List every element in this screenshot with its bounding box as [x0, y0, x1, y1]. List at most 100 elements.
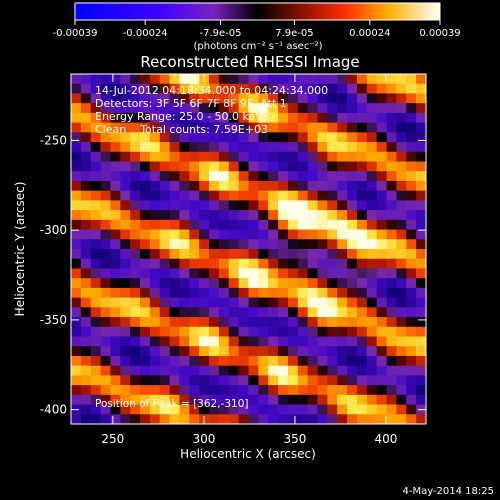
heatmap-cell [169, 336, 181, 347]
heatmap-cell [120, 122, 131, 133]
heatmap-cell [337, 151, 348, 163]
heatmap-cell [416, 307, 426, 318]
heatmap-cell [396, 103, 407, 114]
heatmap-cell [337, 190, 348, 201]
heatmap-cell [317, 103, 328, 114]
heatmap-cell [287, 355, 299, 367]
heatmap-cell [278, 103, 289, 114]
heatmap-cell [307, 103, 319, 114]
heatmap-cell [189, 200, 200, 211]
heatmap-cell [179, 336, 190, 347]
heatmap-cell [100, 151, 112, 163]
heatmap-cell [297, 93, 309, 104]
heatmap-cell [337, 171, 348, 182]
heatmap-cell [327, 219, 338, 231]
heatmap-cell [209, 180, 220, 192]
heatmap-cell [327, 258, 338, 270]
heatmap-cell [179, 268, 190, 279]
heatmap-cell [406, 171, 417, 182]
heatmap-cell [327, 161, 338, 172]
heatmap-cell [416, 346, 426, 357]
heatmap-cell [356, 142, 368, 153]
heatmap-cell [376, 297, 388, 308]
heatmap-cell [278, 190, 289, 201]
heatmap-cell [317, 142, 328, 153]
heatmap-cell [396, 394, 407, 406]
heatmap-cell [228, 103, 240, 114]
heatmap-cell [356, 249, 368, 260]
heatmap-cell [149, 297, 161, 308]
heatmap-cell [366, 258, 378, 270]
heatmap-cell [278, 258, 289, 270]
heatmap-cell [386, 375, 398, 386]
heatmap-cell [130, 297, 141, 308]
heatmap-cell [297, 258, 309, 270]
heatmap-cell [386, 394, 398, 406]
heatmap-cell [376, 190, 388, 201]
heatmap-cell [297, 239, 309, 250]
heatmap-cell [90, 151, 102, 163]
heatmap-cell [406, 317, 417, 328]
heatmap-cell [297, 249, 309, 260]
heatmap-cell [100, 180, 112, 192]
heatmap-cell [366, 122, 378, 133]
heatmap-cell [337, 219, 348, 231]
heatmap-cell [268, 74, 279, 85]
heatmap-cell [130, 93, 141, 104]
heatmap-cell [159, 122, 171, 133]
heatmap-cell [356, 210, 368, 221]
heatmap-cell [416, 103, 426, 114]
heatmap-cell [317, 326, 328, 338]
heatmap-cell [80, 142, 92, 153]
heatmap-cell [317, 122, 328, 133]
heatmap-cell [228, 151, 240, 163]
heatmap-cell [287, 268, 299, 279]
heatmap-cell [356, 239, 368, 250]
heatmap-cell [268, 229, 279, 240]
heatmap-cell [209, 200, 220, 211]
heatmap-cell [297, 278, 309, 289]
heatmap-cell [337, 365, 348, 376]
heatmap-cell [376, 404, 388, 415]
heatmap-cell [337, 122, 348, 133]
heatmap-cell [218, 103, 230, 114]
heatmap-cell [71, 278, 82, 289]
heatmap-cell [189, 74, 200, 85]
heatmap-cell [140, 142, 151, 153]
heatmap-cell [179, 229, 190, 240]
heatmap-cell [356, 151, 368, 163]
heatmap-cell [159, 278, 171, 289]
heatmap-cell [228, 249, 240, 260]
heatmap-cell [189, 83, 200, 95]
heatmap-cell [307, 151, 319, 163]
heatmap-cell [406, 112, 417, 124]
heatmap-cell [100, 161, 112, 172]
heatmap-cell [337, 112, 348, 124]
heatmap-cell [268, 355, 279, 367]
heatmap-cell [80, 297, 92, 308]
heatmap-cell [100, 83, 112, 95]
heatmap-cell [80, 161, 92, 172]
heatmap-cell [120, 336, 131, 347]
heatmap-cell [238, 414, 250, 424]
heatmap-cell [416, 171, 426, 182]
heatmap-cell [238, 93, 250, 104]
heatmap-cell [238, 74, 250, 85]
heatmap-cell [327, 297, 338, 308]
heatmap-cell [258, 307, 269, 318]
heatmap-cell [278, 307, 289, 318]
heatmap-cell [71, 394, 82, 406]
heatmap-cell [317, 278, 328, 289]
colorbar-ticks: -0.00039 -0.00024 -7.9e-05 7.9e-05 0.00024 0.… [53, 20, 461, 39]
heatmap-cell [140, 180, 151, 192]
heatmap-cell [376, 151, 388, 163]
heatmap-cell [179, 161, 190, 172]
heatmap-cell [140, 210, 151, 221]
heatmap-cell [307, 161, 319, 172]
heatmap-cell [406, 161, 417, 172]
heatmap-cell [238, 317, 250, 328]
heatmap-cell [366, 74, 378, 85]
heatmap-cell [130, 287, 141, 299]
heatmap-cell [317, 229, 328, 240]
heatmap-cell [278, 171, 289, 182]
